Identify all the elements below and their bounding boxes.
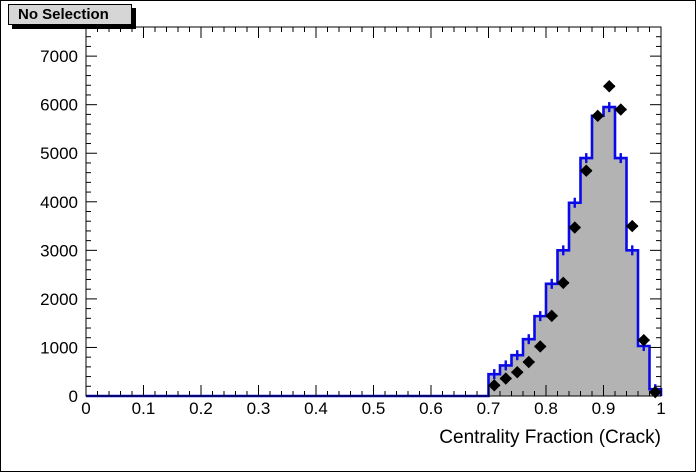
data-point-marker bbox=[626, 219, 639, 233]
y-tick-label: 7000 bbox=[40, 47, 78, 66]
x-tick-label: 0.3 bbox=[247, 399, 271, 418]
y-tick-label: 4000 bbox=[40, 193, 78, 212]
x-tick-label: 0.9 bbox=[592, 399, 616, 418]
x-tick-label: 0.6 bbox=[419, 399, 443, 418]
data-point-marker bbox=[511, 366, 524, 379]
y-tick-label: 6000 bbox=[40, 96, 78, 115]
y-tick-label: 3000 bbox=[40, 241, 78, 260]
x-tick-label: 1 bbox=[656, 399, 665, 418]
x-tick-label: 0.8 bbox=[534, 399, 558, 418]
y-tick-label: 5000 bbox=[40, 144, 78, 163]
data-point-marker bbox=[557, 276, 570, 290]
data-point-marker bbox=[545, 309, 558, 323]
title-box-label: No Selection bbox=[18, 6, 109, 23]
histogram-fill bbox=[86, 107, 661, 396]
data-point-marker bbox=[499, 372, 512, 385]
y-tick-label: 1000 bbox=[40, 338, 78, 357]
data-point-marker bbox=[603, 80, 616, 93]
x-tick-label: 0.7 bbox=[477, 399, 501, 418]
data-point-marker bbox=[614, 103, 627, 116]
data-point-marker bbox=[649, 385, 662, 399]
data-point-marker bbox=[637, 333, 650, 347]
data-point-marker bbox=[534, 340, 547, 353]
x-tick-label: 0.1 bbox=[132, 399, 156, 418]
data-point-marker bbox=[488, 379, 501, 392]
data-point-marker bbox=[580, 164, 593, 177]
data-point-marker bbox=[591, 109, 604, 123]
x-axis-title: Centrality Fraction (Crack) bbox=[439, 427, 661, 448]
title-box: No Selection bbox=[8, 4, 132, 25]
y-tick-label: 2000 bbox=[40, 290, 78, 309]
data-point-marker bbox=[522, 355, 535, 369]
y-tick-label: 0 bbox=[69, 387, 78, 406]
x-tick-label: 0.4 bbox=[304, 399, 328, 418]
data-point-marker bbox=[568, 221, 581, 234]
x-tick-label: 0.5 bbox=[362, 399, 386, 418]
x-tick-label: 0.2 bbox=[189, 399, 213, 418]
x-tick-label: 0 bbox=[81, 399, 90, 418]
